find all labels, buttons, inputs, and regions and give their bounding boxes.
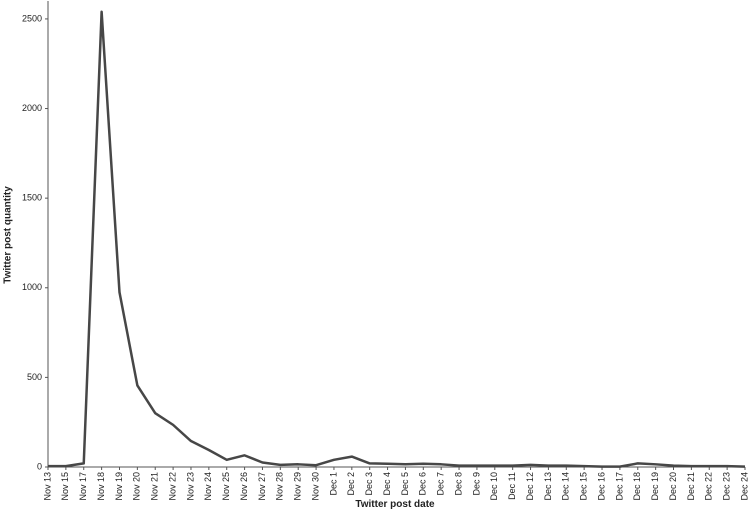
x-tick-label: Nov 25 [221, 472, 231, 501]
x-tick-label: Nov 15 [60, 472, 70, 501]
y-tick-label: 2500 [22, 13, 42, 23]
x-tick-label: Dec 17 [614, 472, 624, 501]
x-tick-label: Nov 13 [42, 472, 52, 501]
x-tick-label: Nov 24 [203, 472, 213, 501]
y-tick-label: 500 [27, 372, 42, 382]
x-tick-label: Dec 22 [704, 472, 714, 501]
x-tick-label: Nov 21 [150, 472, 160, 501]
x-tick-label: Nov 17 [78, 472, 88, 501]
x-tick-label: Dec 20 [668, 472, 678, 501]
x-tick-label: Dec 21 [686, 472, 696, 501]
x-tick-label: Nov 23 [185, 472, 195, 501]
y-tick-label: 2000 [22, 103, 42, 113]
x-tick-label: Dec 19 [650, 472, 660, 501]
x-axis-label: Twitter post date [355, 499, 435, 510]
x-tick-label: Nov 18 [96, 472, 106, 501]
y-tick-label: 1500 [22, 193, 42, 203]
x-tick-label: Nov 19 [114, 472, 124, 501]
x-tick-label: Nov 29 [293, 472, 303, 501]
x-tick-label: Nov 27 [257, 472, 267, 501]
x-tick-label: Nov 30 [310, 472, 320, 501]
x-tick-label: Dec 14 [561, 472, 571, 501]
x-tick-label: Dec 7 [436, 472, 446, 496]
x-tick-label: Dec 13 [543, 472, 553, 501]
x-tick-label: Nov 28 [275, 472, 285, 501]
y-axis-label: Twitter post quantity [3, 186, 14, 284]
x-tick-label: Nov 26 [239, 472, 249, 501]
x-tick-label: Dec 6 [418, 472, 428, 496]
data-line [48, 10, 746, 468]
x-tick-label: Dec 24 [739, 472, 749, 501]
x-tick-label: Dec 5 [400, 472, 410, 496]
x-tick-label: Dec 9 [471, 472, 481, 496]
x-tick-label: Dec 12 [525, 472, 535, 501]
x-tick-label: Dec 4 [382, 472, 392, 496]
x-tick-label: Dec 23 [722, 472, 732, 501]
x-tick-label: Dec 2 [346, 472, 356, 496]
x-tick-label: Nov 20 [132, 472, 142, 501]
x-tick-label: Dec 10 [489, 472, 499, 501]
x-tick-label: Dec 18 [632, 472, 642, 501]
y-tick-label: 0 [37, 461, 42, 471]
x-tick-label: Dec 11 [507, 472, 517, 500]
x-tick-label: Dec 8 [453, 472, 463, 496]
y-tick-label: 1000 [22, 282, 42, 292]
x-tick-label: Dec 16 [596, 472, 606, 501]
x-tick-label: Dec 1 [328, 472, 338, 496]
x-tick-label: Dec 15 [579, 472, 589, 501]
x-tick-label: Dec 3 [364, 472, 374, 496]
x-tick-label: Nov 22 [167, 472, 177, 501]
